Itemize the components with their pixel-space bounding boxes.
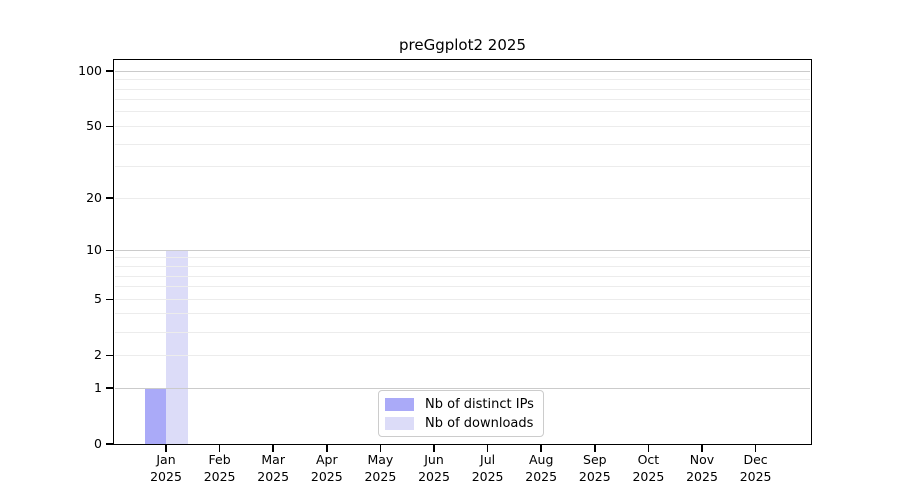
x-axis-tick <box>486 445 489 452</box>
y-tick-label: 100 <box>78 63 102 79</box>
x-tick-month: Sep <box>583 452 607 467</box>
x-tick-label: Dec 2025 <box>724 451 788 485</box>
gridline-major <box>115 387 810 389</box>
x-tick-month: Feb <box>208 452 231 467</box>
x-tick-label: Jul 2025 <box>456 451 520 485</box>
x-tick-label: Sep 2025 <box>563 451 627 485</box>
x-axis-tick <box>540 445 542 452</box>
x-axis-tick <box>701 445 703 452</box>
gridline-minor <box>115 313 810 315</box>
x-tick-month: Aug <box>528 452 554 467</box>
y-axis-tick <box>106 443 114 445</box>
y-tick-label: 10 <box>86 242 102 258</box>
x-tick-label: Apr 2025 <box>295 451 359 485</box>
y-axis-tick <box>106 197 114 199</box>
legend-swatch-icon <box>385 416 414 430</box>
gridline-minor <box>115 331 810 333</box>
x-axis-tick <box>379 445 382 452</box>
gridline-minor <box>115 266 810 267</box>
y-axis-tick <box>106 354 114 356</box>
x-tick-label: Feb 2025 <box>188 451 252 485</box>
bar-nb-of-distinct-ips-jan <box>144 388 166 444</box>
gridline-minor <box>115 275 810 277</box>
x-tick-label: Aug 2025 <box>509 451 573 485</box>
y-tick-label: 20 <box>86 190 102 206</box>
x-tick-year: 2025 <box>632 469 665 484</box>
x-tick-month: Oct <box>637 452 660 467</box>
bar-nb-of-downloads-jan <box>166 250 188 444</box>
gridline-minor <box>115 166 810 168</box>
gridline-major <box>115 249 810 251</box>
x-tick-month: Dec <box>743 452 768 467</box>
x-tick-month: Jul <box>480 452 496 467</box>
gridline-minor <box>115 286 810 288</box>
legend-label: Nb of downloads <box>425 415 534 431</box>
x-tick-month: Jun <box>424 452 444 467</box>
y-axis-tick <box>106 387 114 389</box>
x-tick-label: Jun 2025 <box>402 451 466 485</box>
legend: Nb of distinct IPs Nb of downloads <box>378 390 544 437</box>
gridline-minor <box>115 257 810 259</box>
y-tick-label: 1 <box>94 380 102 395</box>
y-axis-tick <box>106 298 114 300</box>
gridline-minor <box>115 79 810 81</box>
x-axis-tick <box>326 445 328 452</box>
x-tick-label: Jan 2025 <box>134 451 198 485</box>
x-axis-tick <box>433 445 435 452</box>
x-tick-month: May <box>367 452 394 467</box>
y-tick-label: 0 <box>94 436 102 451</box>
x-axis-tick <box>218 445 221 452</box>
x-axis-tick <box>272 445 274 452</box>
x-tick-year: 2025 <box>150 469 182 484</box>
x-tick-month: Nov <box>689 452 715 467</box>
legend-label: Nb of distinct IPs <box>425 396 534 412</box>
x-tick-year: 2025 <box>364 469 397 484</box>
x-tick-label: May 2025 <box>348 451 412 485</box>
x-tick-year: 2025 <box>686 469 718 484</box>
gridline-minor <box>115 298 810 300</box>
gridline-minor <box>115 354 810 356</box>
gridline-minor <box>115 143 810 145</box>
x-tick-label: Mar 2025 <box>241 451 305 485</box>
x-tick-year: 2025 <box>418 469 450 484</box>
y-axis-tick <box>106 125 114 128</box>
legend-item: Nb of downloads <box>385 415 537 432</box>
x-tick-year: 2025 <box>203 469 236 484</box>
gridline-major <box>115 70 810 72</box>
x-axis-tick <box>165 445 167 452</box>
gridline-minor <box>115 125 810 127</box>
gridline-minor <box>115 99 810 101</box>
gridline-minor <box>115 111 810 113</box>
y-axis-tick <box>106 249 114 252</box>
gridline-minor <box>115 88 810 90</box>
gridline-minor <box>115 197 810 199</box>
x-tick-month: Mar <box>261 452 285 467</box>
chart-title: preGgplot2 2025 <box>399 36 526 54</box>
x-tick-month: Apr <box>315 452 338 467</box>
x-tick-label: Oct 2025 <box>616 451 680 485</box>
legend-item: Nb of distinct IPs <box>385 396 537 413</box>
y-axis-tick <box>106 70 114 72</box>
x-tick-year: 2025 <box>739 469 772 484</box>
x-axis-tick <box>647 445 650 452</box>
x-tick-year: 2025 <box>257 469 290 484</box>
x-tick-month: Jan <box>156 452 176 467</box>
y-tick-label: 5 <box>94 291 102 307</box>
y-tick-label: 2 <box>94 347 102 363</box>
x-axis-tick <box>594 445 596 452</box>
y-tick-label: 50 <box>86 118 102 134</box>
x-tick-year: 2025 <box>578 469 611 484</box>
x-axis-tick <box>754 445 757 452</box>
legend-swatch-icon <box>385 397 414 411</box>
x-tick-year: 2025 <box>525 469 558 484</box>
x-tick-label: Nov 2025 <box>670 451 734 485</box>
x-tick-year: 2025 <box>310 469 343 484</box>
x-tick-year: 2025 <box>471 469 504 484</box>
